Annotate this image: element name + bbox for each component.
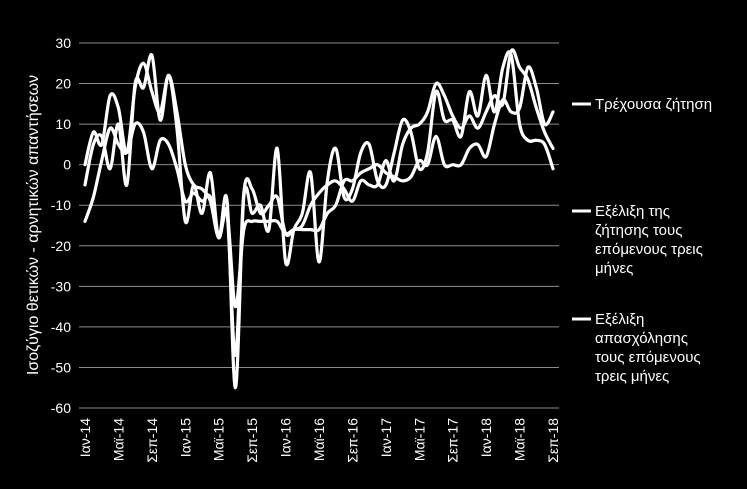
x-tick-label: Ιαν-15 [177,418,193,457]
legend: Τρέχουσα ζήτηση Εξέλιξη της ζήτησης τους επ… [572,96,712,385]
y-tick-label: 0 [63,157,71,173]
series-line-1 [83,65,555,309]
legend-label: Τρέχουσα ζήτηση [595,96,712,113]
legend-label: Εξέλιξη απασχόλησης τους επόμενους τρεις μή… [595,311,701,385]
series-line-3 [83,50,555,390]
x-axis: Ιαν-14 Μαϊ-14 Σεπ-14 Ιαν-15 Μαϊ-15 Σεπ-15 Ιαν-… [77,418,561,463]
x-tick-label: Μαϊ-17 [411,418,427,461]
y-tick-label: -50 [51,359,71,375]
series-lines [83,48,555,390]
y-tick-label: 20 [55,76,71,92]
y-tick-label: -20 [51,238,71,254]
x-tick-label: Σεπ-15 [244,418,260,463]
x-tick-label: Μαϊ-15 [211,418,227,461]
x-tick-label: Ιαν-14 [77,418,93,457]
y-tick-label: -40 [51,319,71,335]
y-tick-label: -30 [51,278,71,294]
x-tick-label: Σεπ-16 [344,418,360,463]
x-tick-label: Μαϊ-18 [512,418,528,461]
gridlines [79,42,559,409]
x-tick-label: Ιαν-17 [378,418,394,457]
x-tick-label: Ιαν-18 [478,418,494,457]
legend-label: Εξέλιξη της ζήτησης τους επόμενους τρεις μή… [595,203,703,277]
x-tick-label: Μαϊ-14 [110,418,126,461]
y-tick-label: 10 [55,116,71,132]
y-axis-label: Ισοζύγιο θετικών - αρνητικών απαντήσεων [25,75,42,375]
x-tick-label: Σεπ-17 [445,418,461,463]
y-axis: 30 20 10 0 -10 -20 -30 -40 -50 -60 [51,35,71,416]
x-tick-label: Μαϊ-16 [311,418,327,461]
y-tick-label: 30 [55,35,71,51]
y-tick-label: -10 [51,197,71,213]
x-tick-label: Σεπ-18 [545,418,561,463]
y-tick-label: -60 [51,400,71,416]
x-tick-label: Σεπ-14 [144,418,160,463]
x-tick-label: Ιαν-16 [278,418,294,457]
